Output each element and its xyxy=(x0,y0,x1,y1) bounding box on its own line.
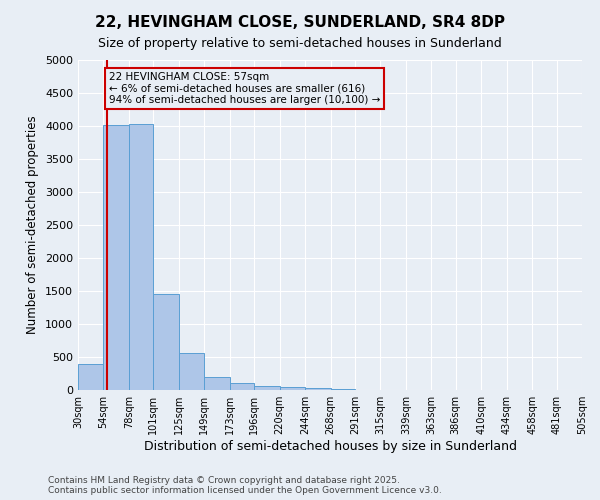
Text: Contains HM Land Registry data © Crown copyright and database right 2025.
Contai: Contains HM Land Registry data © Crown c… xyxy=(48,476,442,495)
Bar xyxy=(280,387,305,390)
Bar xyxy=(254,386,280,390)
Bar xyxy=(204,377,230,390)
Bar xyxy=(230,384,254,390)
Y-axis label: Number of semi-detached properties: Number of semi-detached properties xyxy=(26,116,40,334)
Bar xyxy=(78,364,103,390)
Bar xyxy=(103,124,129,390)
Text: 22 HEVINGHAM CLOSE: 57sqm
← 6% of semi-detached houses are smaller (616)
94% of : 22 HEVINGHAM CLOSE: 57sqm ← 6% of semi-d… xyxy=(109,72,380,105)
Text: Size of property relative to semi-detached houses in Sunderland: Size of property relative to semi-detach… xyxy=(98,38,502,51)
Text: 22, HEVINGHAM CLOSE, SUNDERLAND, SR4 8DP: 22, HEVINGHAM CLOSE, SUNDERLAND, SR4 8DP xyxy=(95,15,505,30)
Bar xyxy=(154,294,179,390)
Bar xyxy=(179,353,204,390)
Bar xyxy=(331,388,355,390)
Bar xyxy=(305,388,331,390)
Bar xyxy=(129,124,154,390)
X-axis label: Distribution of semi-detached houses by size in Sunderland: Distribution of semi-detached houses by … xyxy=(143,440,517,453)
